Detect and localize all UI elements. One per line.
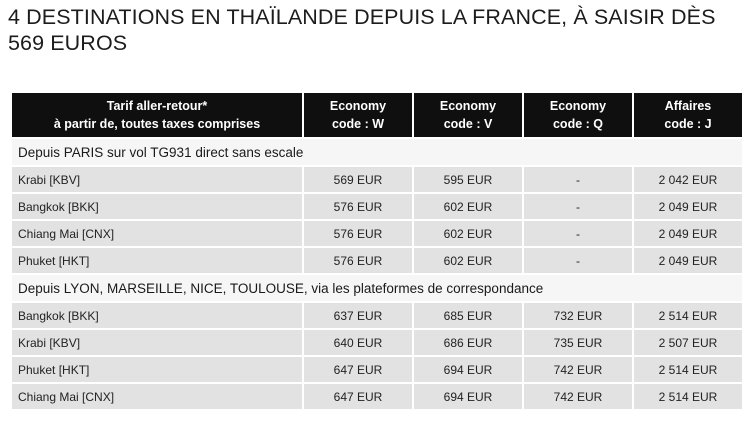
- header-sublabel: à partir de, toutes taxes comprises: [53, 117, 261, 131]
- section-label: Depuis PARIS sur vol TG931 direct sans e…: [12, 139, 742, 165]
- header-economy-w: Economy code : W: [304, 93, 412, 137]
- header-sublabel: code : J: [664, 117, 712, 131]
- price-cell: 576 EUR: [304, 194, 412, 219]
- price-cell: 742 EUR: [524, 357, 632, 382]
- header-label: Affaires: [664, 99, 712, 113]
- destination-cell: Phuket [HKT]: [12, 248, 302, 273]
- table-row: Krabi [KBV] 569 EUR 595 EUR - 2 042 EUR: [12, 167, 742, 192]
- price-cell: -: [524, 221, 632, 246]
- price-cell: 2 049 EUR: [634, 194, 742, 219]
- page-title: 4 DESTINATIONS EN THAÏLANDE DEPUIS LA FR…: [8, 5, 716, 55]
- section-row-regions: Depuis LYON, MARSEILLE, NICE, TOULOUSE, …: [12, 275, 742, 301]
- destination-cell: Bangkok [BKK]: [12, 303, 302, 328]
- price-cell: 2 514 EUR: [634, 384, 742, 409]
- destination-cell: Krabi [KBV]: [12, 167, 302, 192]
- price-cell: 686 EUR: [414, 330, 522, 355]
- price-cell: -: [524, 167, 632, 192]
- price-cell: -: [524, 248, 632, 273]
- price-cell: 735 EUR: [524, 330, 632, 355]
- table-header-row: Tarif aller-retour* à partir de, toutes …: [12, 93, 742, 137]
- price-cell: 602 EUR: [414, 248, 522, 273]
- header-fare-description: Tarif aller-retour* à partir de, toutes …: [12, 93, 302, 137]
- price-cell: 647 EUR: [304, 384, 412, 409]
- destination-cell: Bangkok [BKK]: [12, 194, 302, 219]
- price-cell: -: [524, 194, 632, 219]
- price-cell: 640 EUR: [304, 330, 412, 355]
- price-cell: 569 EUR: [304, 167, 412, 192]
- price-cell: 2 514 EUR: [634, 357, 742, 382]
- price-cell: 2 507 EUR: [634, 330, 742, 355]
- price-cell: 694 EUR: [414, 357, 522, 382]
- header-label: Economy: [329, 99, 387, 113]
- destination-cell: Chiang Mai [CNX]: [12, 384, 302, 409]
- section-row-paris: Depuis PARIS sur vol TG931 direct sans e…: [12, 139, 742, 165]
- header-label: Tarif aller-retour*: [106, 99, 208, 113]
- price-cell: 2 049 EUR: [634, 221, 742, 246]
- table-row: Phuket [HKT] 647 EUR 694 EUR 742 EUR 2 5…: [12, 357, 742, 382]
- price-cell: 2 514 EUR: [634, 303, 742, 328]
- price-cell: 694 EUR: [414, 384, 522, 409]
- price-cell: 595 EUR: [414, 167, 522, 192]
- header-affaires-j: Affaires code : J: [634, 93, 742, 137]
- table-row: Krabi [KBV] 640 EUR 686 EUR 735 EUR 2 50…: [12, 330, 742, 355]
- price-cell: 576 EUR: [304, 221, 412, 246]
- header-sublabel: code : W: [331, 117, 385, 131]
- destination-cell: Krabi [KBV]: [12, 330, 302, 355]
- fares-table: Tarif aller-retour* à partir de, toutes …: [10, 91, 744, 411]
- table-row: Bangkok [BKK] 576 EUR 602 EUR - 2 049 EU…: [12, 194, 742, 219]
- table-row: Chiang Mai [CNX] 576 EUR 602 EUR - 2 049…: [12, 221, 742, 246]
- destination-cell: Chiang Mai [CNX]: [12, 221, 302, 246]
- price-cell: 742 EUR: [524, 384, 632, 409]
- table-row: Phuket [HKT] 576 EUR 602 EUR - 2 049 EUR: [12, 248, 742, 273]
- price-cell: 685 EUR: [414, 303, 522, 328]
- section-label: Depuis LYON, MARSEILLE, NICE, TOULOUSE, …: [12, 275, 742, 301]
- price-cell: 2 049 EUR: [634, 248, 742, 273]
- header-economy-v: Economy code : V: [414, 93, 522, 137]
- header-economy-q: Economy code : Q: [524, 93, 632, 137]
- header-label: Economy: [439, 99, 497, 113]
- header-sublabel: code : Q: [552, 117, 603, 131]
- price-cell: 602 EUR: [414, 194, 522, 219]
- price-cell: 637 EUR: [304, 303, 412, 328]
- price-cell: 576 EUR: [304, 248, 412, 273]
- destination-cell: Phuket [HKT]: [12, 357, 302, 382]
- price-cell: 602 EUR: [414, 221, 522, 246]
- header-sublabel: code : V: [443, 117, 493, 131]
- price-cell: 2 042 EUR: [634, 167, 742, 192]
- price-cell: 732 EUR: [524, 303, 632, 328]
- header-label: Economy: [549, 99, 607, 113]
- table-row: Chiang Mai [CNX] 647 EUR 694 EUR 742 EUR…: [12, 384, 742, 409]
- price-cell: 647 EUR: [304, 357, 412, 382]
- table-row: Bangkok [BKK] 637 EUR 685 EUR 732 EUR 2 …: [12, 303, 742, 328]
